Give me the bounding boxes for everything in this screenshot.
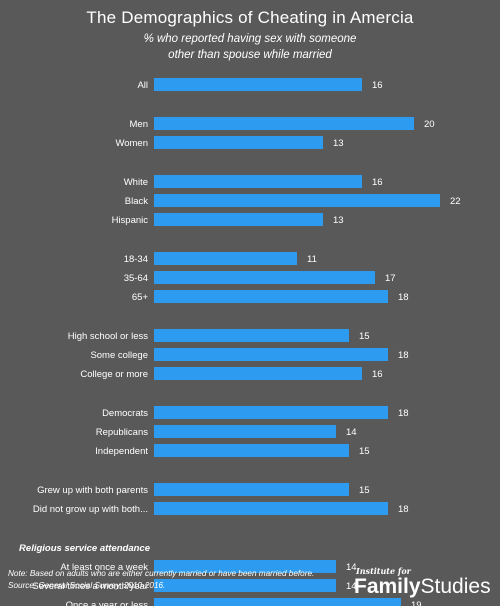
ifs-logo: Institute for FamilyStudies	[354, 566, 494, 602]
bar-value-label: 15	[359, 331, 370, 342]
bar-label: Independent	[95, 446, 148, 457]
bar	[154, 579, 336, 592]
bar-label: College or more	[80, 369, 148, 380]
subtitle-line-1: % who reported having sex with someone	[143, 33, 357, 45]
bar	[154, 425, 336, 438]
bar-value-label: 20	[424, 119, 435, 130]
note-text: Note: Based on adults who are either cur…	[8, 569, 315, 578]
bar-label: Some college	[90, 350, 148, 361]
bar	[154, 483, 349, 496]
chart-title: The Demographics of Cheating in Amercia	[86, 8, 414, 27]
bar-label: Several times a month/year	[32, 581, 148, 592]
bar-value-label: 14	[346, 562, 357, 573]
bar-value-label: 19	[411, 600, 422, 606]
bar-value-label: 16	[372, 369, 383, 380]
bar-value-label: 11	[307, 254, 317, 265]
bar	[154, 598, 401, 606]
bar	[154, 117, 414, 130]
bar-label: 18-34	[124, 254, 148, 265]
bar	[154, 290, 388, 303]
subtitle-line-2: other than spouse while married	[168, 49, 332, 61]
bar-label: All	[137, 80, 148, 91]
bar-label: White	[124, 177, 148, 188]
bar-value-label: 15	[359, 485, 370, 496]
bar-label: Women	[115, 138, 148, 149]
bar-label: Grew up with both parents	[37, 485, 148, 496]
bar	[154, 194, 440, 207]
bar-value-label: 18	[398, 408, 409, 419]
bar	[154, 348, 388, 361]
bar	[154, 136, 323, 149]
bar-label: Black	[125, 196, 148, 207]
bar-label: 65+	[132, 292, 149, 303]
bar	[154, 271, 375, 284]
bar-value-label: 18	[398, 350, 409, 361]
chart-subtitle: % who reported having sex with someone o…	[0, 31, 500, 63]
bar	[154, 560, 336, 573]
bar	[154, 78, 362, 91]
bar-value-label: 14	[346, 427, 357, 438]
bar	[154, 502, 388, 515]
logo-wordmark: FamilyStudies	[354, 575, 491, 599]
bar-label: Hispanic	[112, 215, 149, 226]
bar-label: High school or less	[68, 331, 149, 342]
bar	[154, 444, 349, 457]
bar	[154, 252, 297, 265]
bar-value-label: 13	[333, 138, 344, 149]
logo-text: Studies	[420, 575, 491, 598]
logo-bold-text: Family	[354, 575, 421, 598]
bar	[154, 329, 349, 342]
bar-value-label: 15	[359, 446, 370, 457]
bar-value-label: 22	[450, 196, 461, 207]
bar-label: Once a year or less	[66, 600, 149, 606]
bar-label: Democrats	[102, 408, 148, 419]
bar-label: Did not grow up with both...	[33, 504, 148, 515]
bar-label: At least once a week	[60, 562, 148, 573]
footnote: Note: Based on adults who are either cur…	[8, 568, 348, 592]
bar	[154, 175, 362, 188]
bar-value-label: 16	[372, 80, 383, 91]
group-heading: Religious service attendance	[19, 543, 151, 554]
bar-value-label: 18	[398, 504, 409, 515]
bar-value-label: 13	[333, 215, 344, 226]
bar	[154, 367, 362, 380]
bar-value-label: 18	[398, 292, 409, 303]
bar-value-label: 14	[346, 581, 357, 592]
logo-small-text: Institute for	[356, 566, 411, 576]
bar-label: 35-64	[124, 273, 148, 284]
bar-label: Men	[130, 119, 148, 130]
bar-label: Republicans	[96, 427, 149, 438]
source-text: Source: General Social Survey, 2010-2016…	[8, 581, 166, 590]
bar	[154, 213, 323, 226]
bar-value-label: 16	[372, 177, 383, 188]
bar	[154, 406, 388, 419]
bar-value-label: 17	[385, 273, 396, 284]
